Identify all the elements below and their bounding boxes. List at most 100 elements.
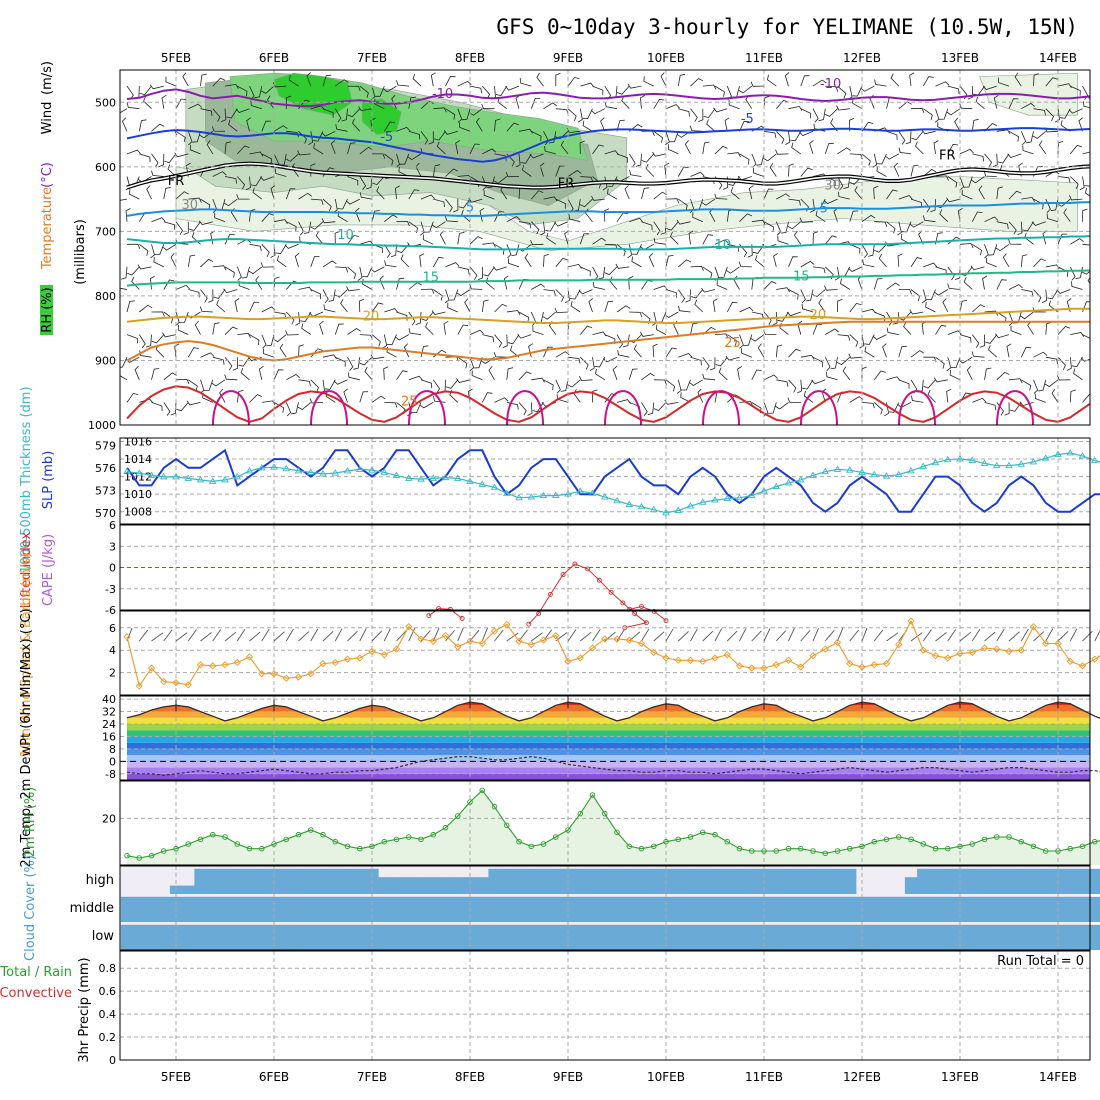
upper-barb xyxy=(602,176,608,191)
upper-barb xyxy=(701,287,716,293)
upper-barb xyxy=(1038,140,1047,155)
cloud-cell xyxy=(708,868,722,894)
upper-barb xyxy=(518,371,532,381)
upper-barb xyxy=(728,99,740,110)
li-tick-3: -3 xyxy=(105,583,116,596)
upper-barb xyxy=(396,80,409,87)
upper-barb xyxy=(772,311,778,326)
rh2m-point xyxy=(160,848,167,854)
upper-barb xyxy=(577,108,583,123)
upper-barb xyxy=(1066,298,1072,313)
cloud-cell xyxy=(1076,924,1090,950)
cloud-cell xyxy=(684,924,698,950)
upper-barb xyxy=(874,221,888,227)
upper-barb xyxy=(1082,151,1090,155)
upper-barb xyxy=(690,171,705,177)
wind-point xyxy=(588,644,597,652)
upper-barb xyxy=(126,102,140,110)
upper-barb xyxy=(530,239,544,246)
upper-barb xyxy=(861,308,876,314)
wind-barb xyxy=(861,627,868,642)
upper-barb xyxy=(1095,86,1100,94)
upper-barb xyxy=(456,378,471,383)
wind-barb xyxy=(200,632,212,642)
upper-barb xyxy=(275,244,287,255)
upper-barb xyxy=(394,185,400,200)
cloud-cell xyxy=(218,896,232,922)
upper-barb xyxy=(187,254,196,267)
upper-barb xyxy=(715,356,728,367)
rh2m-point xyxy=(1042,848,1049,854)
upper-barb xyxy=(411,402,422,413)
upper-barb xyxy=(347,234,359,245)
upper-barb xyxy=(1033,351,1048,358)
upper-barb xyxy=(1056,289,1071,294)
wind-point xyxy=(441,632,450,640)
upper-barb xyxy=(457,356,468,369)
upper-barb xyxy=(223,198,238,207)
cloud-cell xyxy=(402,877,416,894)
wind-point xyxy=(147,664,156,672)
upper-barb xyxy=(860,85,875,92)
upper-barb xyxy=(824,357,831,372)
wind-point xyxy=(135,682,143,690)
cloud-cell xyxy=(647,896,661,922)
upper-barb xyxy=(849,210,859,222)
upper-barb xyxy=(910,198,923,208)
upper-barb xyxy=(1078,117,1083,132)
upper-barb xyxy=(121,266,128,280)
thickness-point xyxy=(123,467,131,475)
cloud-cell xyxy=(402,924,416,950)
upper-barb xyxy=(371,395,386,403)
upper-barb xyxy=(946,357,952,372)
upper-barb xyxy=(911,131,924,141)
upper-barb xyxy=(1008,130,1020,142)
upper-barb xyxy=(420,288,435,294)
upper-barb xyxy=(727,152,741,158)
upper-barb xyxy=(1070,238,1084,245)
temp-tick-1: 0 xyxy=(109,755,116,768)
upper-barb xyxy=(1020,254,1028,267)
cloud-cell xyxy=(721,924,734,950)
upper-barb xyxy=(1069,389,1076,403)
upper-barb xyxy=(158,153,165,167)
upper-barb xyxy=(741,348,752,358)
thickness-point xyxy=(1041,454,1050,461)
cloud-row-label-1: middle xyxy=(70,901,114,916)
wind-point xyxy=(123,633,131,641)
upper-barb xyxy=(237,85,248,97)
wind-barb xyxy=(959,631,972,642)
cloud-cell xyxy=(353,924,367,950)
upper-barb xyxy=(874,244,887,253)
wind-tick-2: 6 xyxy=(109,622,116,635)
upper-barb xyxy=(1032,130,1047,139)
rh2m-point xyxy=(1018,838,1025,845)
thickness-point xyxy=(980,459,989,466)
wind-point xyxy=(307,670,315,678)
upper-barb xyxy=(321,130,336,137)
wind-barb xyxy=(1008,631,1020,642)
cape-frame xyxy=(119,524,1091,611)
upper-barb xyxy=(483,190,495,200)
thickness-point xyxy=(392,471,401,478)
upper-barb xyxy=(555,198,567,209)
upper-barb xyxy=(120,357,128,368)
upper-barb xyxy=(286,130,299,138)
upper-barb xyxy=(579,325,593,335)
upper-barb xyxy=(445,75,456,87)
thickness-point xyxy=(233,473,242,480)
upper-barb xyxy=(1080,357,1090,362)
upper-barb xyxy=(718,266,728,278)
wind-barb xyxy=(187,629,197,642)
upper-barb xyxy=(1082,208,1088,222)
upper-barb xyxy=(667,144,679,155)
upper-barb xyxy=(1002,253,1010,268)
upper-barb xyxy=(373,98,385,110)
upper-barb xyxy=(739,334,744,349)
upper-barb xyxy=(947,266,955,281)
upper-barb xyxy=(399,153,410,165)
wind-point xyxy=(270,670,278,678)
upper-barb xyxy=(739,153,750,165)
chart-title: GFS 0~10day 3-hourly for YELIMANE (10.5W… xyxy=(496,15,1078,39)
upper-barb xyxy=(788,379,797,393)
